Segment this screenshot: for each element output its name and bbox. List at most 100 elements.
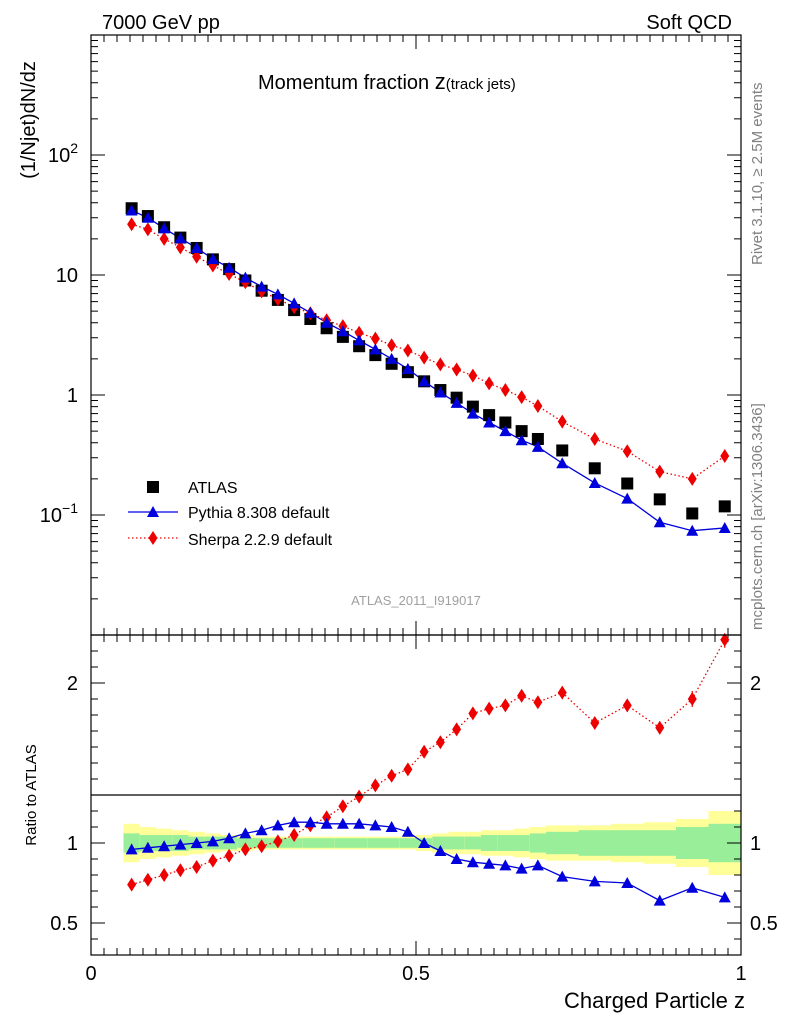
pythia-ratio-point	[499, 859, 512, 871]
pythia-point	[385, 352, 398, 364]
pythia-point	[686, 524, 699, 536]
sherpa-ratio-point	[192, 860, 202, 874]
atlas-point	[621, 477, 634, 490]
pythia-point	[418, 375, 431, 387]
pythia-point	[434, 386, 447, 398]
ratio-y-tick-label-right: 0.5	[750, 913, 778, 935]
legend-label-atlas: ATLAS	[188, 480, 238, 497]
atlas-point	[483, 409, 496, 422]
sherpa-ratio-point	[322, 810, 332, 825]
sherpa-point	[127, 217, 137, 232]
sherpa-ratio-point	[354, 789, 364, 804]
sherpa-ratio-point	[370, 778, 380, 793]
sherpa-point	[655, 464, 665, 479]
sherpa-point	[354, 325, 364, 340]
pythia-point	[255, 280, 268, 292]
atlas-point	[466, 400, 479, 413]
band-inner-bin	[367, 838, 384, 848]
sherpa-point	[687, 471, 697, 486]
y-tick-label: 102	[48, 140, 78, 167]
sherpa-ratio-point	[655, 720, 665, 735]
rivet-version-label: Rivet 3.1.10, ≥ 2.5M events	[749, 83, 766, 266]
pythia-ratio-point	[174, 838, 187, 850]
ratio-y-axis-title: Ratio to ATLAS	[23, 744, 40, 845]
pythia-point	[158, 222, 171, 234]
pythia-ratio-point	[141, 841, 154, 853]
sherpa-ratio-point	[127, 877, 137, 892]
sherpa-ratio-point	[622, 698, 632, 713]
pythia-ratio-point	[304, 816, 317, 828]
pythia-point	[206, 252, 219, 264]
sherpa-ratio-point	[557, 685, 567, 700]
legend-marker-sherpa	[148, 531, 158, 545]
pythia-point	[556, 457, 569, 469]
pythia-ratio-point	[483, 857, 496, 869]
sherpa-point	[468, 368, 478, 383]
plot-title: Momentum fraction z(track jets)	[258, 69, 516, 94]
pythia-point	[223, 261, 236, 273]
ratio-y-tick-label: 0.5	[50, 913, 78, 935]
pythia-ratio-point	[385, 821, 398, 832]
process-label: Soft QCD	[646, 12, 732, 34]
pythia-point	[369, 343, 382, 355]
band-inner-bin	[643, 830, 676, 856]
sherpa-ratio-point	[143, 872, 153, 887]
pythia-point	[450, 396, 463, 408]
sherpa-ratio-point	[273, 834, 283, 849]
sherpa-point	[452, 362, 462, 377]
band-inner-bin	[351, 838, 368, 848]
plot-title-sub: (track jets)	[446, 76, 516, 93]
pythia-ratio-point	[369, 819, 382, 831]
sherpa-point	[557, 414, 567, 429]
pythia-point	[190, 241, 203, 253]
legend-label-sherpa: Sherpa 2.2.9 default	[188, 532, 333, 549]
sherpa-ratio-point	[484, 701, 494, 716]
pythia-point	[621, 492, 634, 504]
pythia-ratio-point	[223, 832, 236, 844]
sherpa-point	[419, 350, 429, 365]
band-inner-bin	[497, 835, 514, 851]
pythia-ratio-point	[686, 881, 699, 893]
pythia-ratio-point	[718, 891, 731, 903]
sherpa-ratio-point	[387, 768, 397, 783]
pythia-ratio-point	[206, 835, 219, 847]
sherpa-ratio-point	[468, 706, 478, 721]
pythia-point	[239, 271, 252, 283]
sherpa-ratio-point	[338, 799, 348, 814]
sherpa-ratio-point	[289, 828, 299, 842]
pythia-ratio-point	[190, 837, 203, 848]
data-series	[125, 202, 731, 906]
pythia-ratio-point	[320, 817, 333, 829]
pythia-point	[174, 232, 187, 244]
pythia-ratio-point	[588, 875, 601, 887]
sherpa-point	[143, 222, 153, 237]
atlas-point	[531, 432, 544, 445]
sherpa-point	[484, 376, 494, 391]
pythia-ratio-point	[556, 870, 569, 882]
sherpa-point	[533, 398, 543, 413]
sherpa-ratio-point	[257, 839, 267, 854]
analysis-id-label: ATLAS_2011_I919017	[351, 593, 481, 608]
legend-marker-atlas	[147, 481, 159, 493]
sherpa-point	[403, 343, 413, 358]
band-inner-bin	[546, 831, 579, 855]
x-tick-label: 1	[735, 963, 746, 985]
pythia-ratio-point	[158, 840, 171, 852]
pythia-point	[288, 297, 301, 309]
pythia-point	[353, 334, 366, 346]
pythia-ratio-point	[418, 837, 431, 848]
beam-label: 7000 GeV pp	[102, 12, 220, 34]
band-inner-bin	[481, 835, 498, 851]
sherpa-point	[387, 338, 397, 353]
sherpa-ratio-point	[590, 716, 600, 730]
band-inner-bin	[432, 836, 449, 850]
legend: ATLAS Pythia 8.308 default Sherpa 2.2.9 …	[128, 480, 333, 549]
pythia-ratio-point	[621, 877, 634, 888]
sherpa-ratio-point	[720, 632, 730, 647]
sherpa-ratio-point	[533, 695, 543, 710]
sherpa-point	[175, 240, 185, 255]
ratio-y-tick-label-right: 1	[750, 833, 761, 855]
pythia-point	[125, 204, 138, 216]
pythia-point	[466, 407, 479, 419]
band-inner-bin	[611, 830, 644, 856]
